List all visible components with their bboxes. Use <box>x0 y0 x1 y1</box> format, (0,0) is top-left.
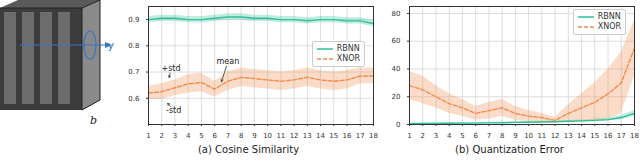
html-text:(b) Quantization Error: (b) Quantization Error <box>455 144 564 155</box>
svg-text:3: 3 <box>173 132 177 140</box>
svg-text:40: 40 <box>392 65 401 73</box>
svg-text:4: 4 <box>186 132 191 140</box>
svg-text:18: 18 <box>630 132 639 140</box>
svg-text:y: y <box>107 39 114 52</box>
svg-text:17: 17 <box>617 132 626 140</box>
svg-text:9: 9 <box>252 132 256 140</box>
svg-text:15: 15 <box>329 132 338 140</box>
svg-text:0.7: 0.7 <box>128 68 139 76</box>
svg-text:15: 15 <box>590 132 599 140</box>
svg-text:1: 1 <box>146 132 150 140</box>
svg-text:16: 16 <box>343 132 352 140</box>
html-text:RBNN: RBNN <box>597 12 621 21</box>
html-text:XNOR: XNOR <box>336 54 360 64</box>
svg-text:6: 6 <box>473 132 478 140</box>
svg-text:6: 6 <box>212 132 217 140</box>
svg-text:16: 16 <box>604 132 613 140</box>
svg-text:11: 11 <box>537 132 546 140</box>
svg-text:2: 2 <box>160 132 164 140</box>
svg-text:3: 3 <box>434 132 438 140</box>
svg-text:4: 4 <box>447 132 452 140</box>
svg-text:13: 13 <box>564 132 573 140</box>
svg-text:12: 12 <box>290 132 299 140</box>
svg-text:17: 17 <box>356 132 365 140</box>
svg-text:2: 2 <box>421 132 425 140</box>
svg-text:+std: +std <box>161 64 180 73</box>
svg-text:7: 7 <box>487 132 491 140</box>
svg-text:9: 9 <box>513 132 517 140</box>
svg-text:14: 14 <box>316 132 325 140</box>
svg-text:0: 0 <box>396 121 400 129</box>
svg-text:0.9: 0.9 <box>128 16 139 24</box>
svg-text:0.8: 0.8 <box>128 42 139 50</box>
svg-text:12: 12 <box>551 132 560 140</box>
svg-text:60: 60 <box>392 37 401 45</box>
svg-text:5: 5 <box>460 132 464 140</box>
svg-text:80: 80 <box>392 10 401 18</box>
svg-text:7: 7 <box>226 132 230 140</box>
svg-text:18: 18 <box>369 132 378 140</box>
svg-text:10: 10 <box>524 132 533 140</box>
svg-text:14: 14 <box>577 132 586 140</box>
html-text:(a) Cosine Similarity: (a) Cosine Similarity <box>197 144 300 155</box>
svg-text:1: 1 <box>407 132 411 140</box>
svg-text:mean: mean <box>217 57 240 66</box>
svg-text:10: 10 <box>263 132 272 140</box>
svg-text:0.6: 0.6 <box>128 95 140 103</box>
svg-text:13: 13 <box>303 132 312 140</box>
html-text:XNOR: XNOR <box>597 22 621 31</box>
svg-text:8: 8 <box>239 132 243 140</box>
svg-text:11: 11 <box>276 132 285 140</box>
svg-text:20: 20 <box>392 93 401 101</box>
svg-text:5: 5 <box>199 132 203 140</box>
html-text:RBNN: RBNN <box>336 44 360 54</box>
svg-text:8: 8 <box>500 132 504 140</box>
svg-text:-std: -std <box>166 106 181 115</box>
svg-text:b: b <box>90 114 97 127</box>
